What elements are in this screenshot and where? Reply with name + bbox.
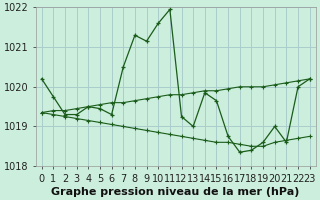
X-axis label: Graphe pression niveau de la mer (hPa): Graphe pression niveau de la mer (hPa) — [52, 187, 300, 197]
